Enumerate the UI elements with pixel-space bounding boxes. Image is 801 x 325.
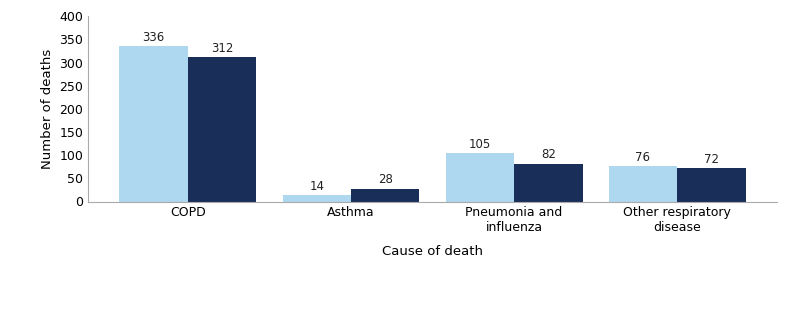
Text: 14: 14 [309, 180, 324, 193]
Bar [119, 46, 188, 201]
Text: 105: 105 [469, 137, 491, 150]
Text: 76: 76 [635, 151, 650, 164]
Bar [514, 163, 582, 202]
Bar [283, 195, 351, 202]
Bar [188, 57, 256, 202]
X-axis label: Cause of death: Cause of death [382, 245, 483, 258]
Text: 72: 72 [704, 153, 719, 166]
Bar [445, 153, 514, 202]
Text: 336: 336 [143, 31, 165, 44]
Bar [609, 166, 677, 202]
Y-axis label: Number of deaths: Number of deaths [41, 49, 54, 169]
Bar [677, 168, 746, 202]
Text: 28: 28 [378, 173, 392, 186]
Bar [351, 188, 420, 202]
Text: 82: 82 [541, 148, 556, 161]
Text: 312: 312 [211, 42, 233, 55]
